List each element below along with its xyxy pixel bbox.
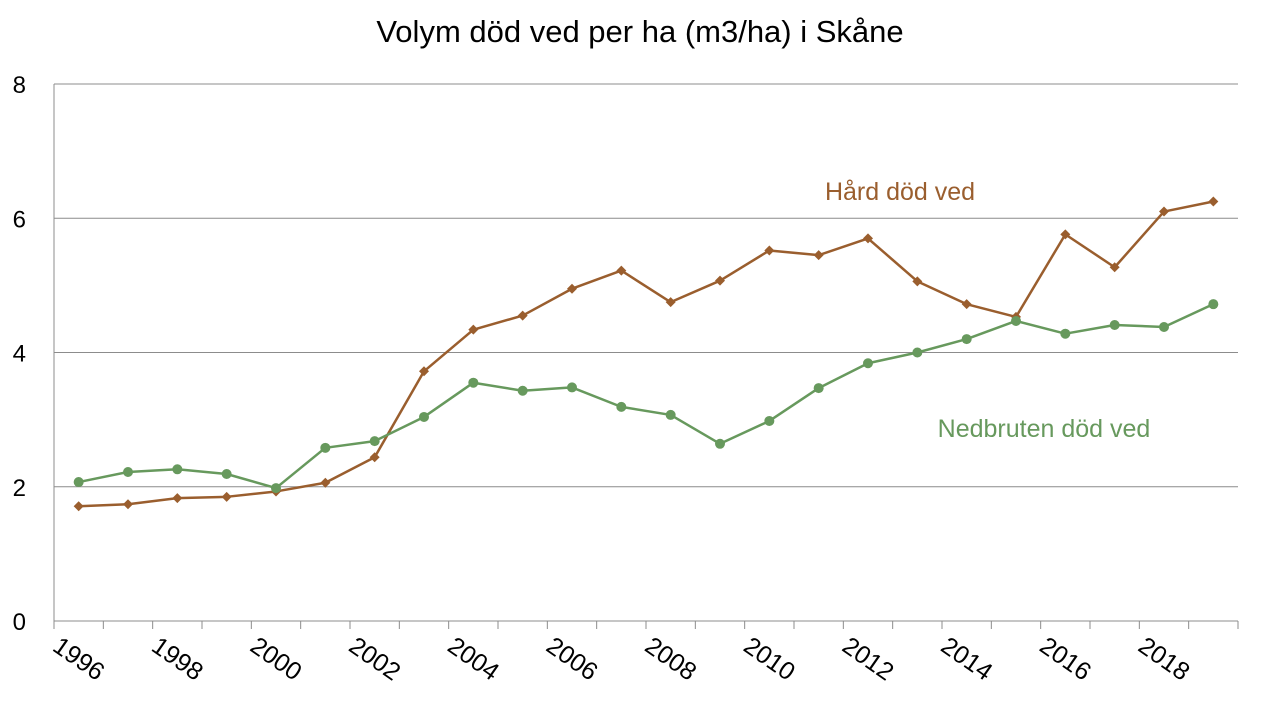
x-tick-label-1996: 1996 [48, 632, 110, 687]
data-point-0-2016 [1060, 229, 1071, 240]
data-point-1-1999 [221, 468, 232, 479]
data-point-0-2014 [961, 299, 972, 310]
x-tick-label-2002: 2002 [344, 632, 406, 687]
data-point-1-1997 [123, 466, 133, 477]
chart-title: Volym död ved per ha (m3/ha) i Skåne [376, 14, 904, 49]
series-label-1: Nedbruten död ved [938, 415, 1151, 443]
data-point-1-2014 [961, 334, 972, 345]
data-point-1-2000 [271, 483, 281, 494]
data-point-0-2008 [665, 297, 676, 308]
x-tick-label-2014: 2014 [936, 632, 998, 687]
data-point-0-2006 [567, 283, 577, 294]
data-point-1-2012 [863, 358, 873, 369]
data-point-1-2001 [320, 442, 331, 453]
x-tick-label-1998: 1998 [147, 632, 209, 687]
series-line-0 [78, 200, 1214, 508]
data-point-0-2005 [517, 310, 528, 321]
data-point-0-2003 [419, 366, 429, 377]
data-point-1-2017 [1109, 319, 1120, 330]
series-line-1 [78, 303, 1214, 490]
y-tick-label-0: 0 [13, 609, 26, 636]
data-point-0-1999 [221, 491, 232, 502]
data-point-1-2006 [567, 382, 577, 393]
x-tick-label-2012: 2012 [837, 632, 899, 687]
data-point-0-2009 [715, 275, 725, 286]
x-tick-label-2016: 2016 [1035, 632, 1097, 687]
y-tick-label-4: 4 [13, 341, 26, 368]
x-tick-label-2000: 2000 [245, 632, 307, 687]
data-point-1-2007 [616, 401, 627, 412]
data-point-1-2018 [1159, 321, 1169, 332]
data-point-1-2004 [468, 377, 479, 388]
data-point-0-2004 [468, 324, 479, 335]
data-point-0-2011 [813, 250, 824, 261]
y-tick-label-6: 6 [13, 206, 26, 233]
data-point-0-2007 [616, 265, 627, 276]
data-point-0-2017 [1109, 262, 1120, 273]
x-tick-label-2010: 2010 [739, 632, 801, 687]
x-tick-label-2006: 2006 [541, 632, 603, 687]
data-point-1-2003 [419, 411, 429, 422]
data-point-0-2010 [764, 245, 775, 256]
data-point-0-2013 [912, 276, 923, 287]
data-point-0-1997 [123, 499, 133, 510]
data-point-1-2002 [369, 436, 380, 447]
data-point-1-2009 [715, 438, 725, 449]
data-point-1-2015 [1011, 315, 1021, 326]
data-point-0-1996 [73, 501, 84, 512]
data-point-1-2010 [764, 415, 775, 426]
x-tick-label-2008: 2008 [640, 632, 702, 687]
data-point-1-2016 [1060, 328, 1071, 339]
data-point-0-2019 [1208, 196, 1219, 207]
data-point-0-2012 [863, 233, 873, 244]
data-point-0-2001 [320, 477, 331, 488]
data-point-1-1998 [172, 464, 183, 475]
data-point-1-2005 [517, 385, 528, 396]
y-tick-label-8: 8 [13, 72, 26, 99]
series-label-0: Hård död ved [825, 178, 975, 206]
y-tick-label-2: 2 [13, 475, 26, 502]
data-point-1-2011 [813, 383, 824, 394]
data-point-0-1998 [172, 493, 183, 504]
data-point-1-1996 [73, 477, 84, 488]
data-point-0-2002 [369, 452, 380, 463]
data-point-1-2019 [1208, 299, 1219, 310]
data-point-1-2008 [665, 409, 676, 420]
x-tick-label-2004: 2004 [443, 632, 505, 687]
data-point-0-2018 [1159, 206, 1169, 217]
data-point-1-2013 [912, 347, 923, 358]
x-tick-label-2018: 2018 [1133, 632, 1195, 687]
